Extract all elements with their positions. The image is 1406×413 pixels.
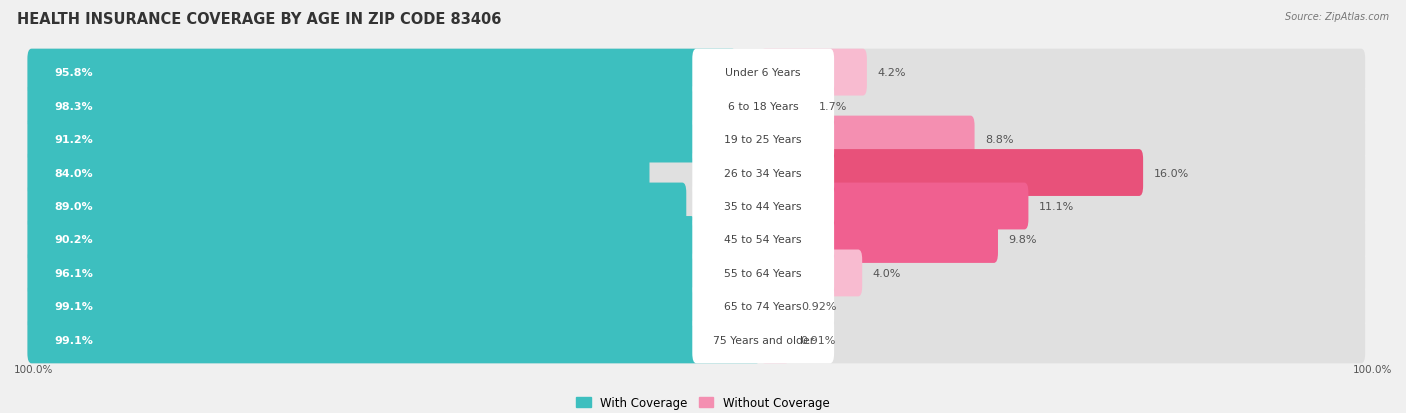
FancyBboxPatch shape [692,150,834,197]
Text: 26 to 34 Years: 26 to 34 Years [724,168,801,178]
FancyBboxPatch shape [28,116,1365,163]
FancyBboxPatch shape [28,150,650,197]
Text: 100.0%: 100.0% [1353,364,1392,374]
FancyBboxPatch shape [761,250,862,297]
Text: 19 to 25 Years: 19 to 25 Years [724,135,801,145]
Text: 65 to 74 Years: 65 to 74 Years [724,301,801,312]
FancyBboxPatch shape [28,250,738,297]
Text: 100.0%: 100.0% [14,364,53,374]
FancyBboxPatch shape [28,283,761,330]
FancyBboxPatch shape [28,83,755,130]
FancyBboxPatch shape [28,283,1365,330]
FancyBboxPatch shape [761,317,790,363]
FancyBboxPatch shape [28,183,1365,230]
FancyBboxPatch shape [28,50,1365,96]
FancyBboxPatch shape [28,116,703,163]
Text: 45 to 54 Years: 45 to 54 Years [724,235,801,245]
Text: 89.0%: 89.0% [55,202,93,211]
Text: 0.92%: 0.92% [801,301,837,312]
FancyBboxPatch shape [28,183,686,230]
FancyBboxPatch shape [692,183,834,230]
FancyBboxPatch shape [692,283,834,330]
FancyBboxPatch shape [28,216,695,263]
Text: 0.91%: 0.91% [800,335,837,345]
Text: 4.0%: 4.0% [873,268,901,278]
Text: 16.0%: 16.0% [1154,168,1189,178]
Text: 35 to 44 Years: 35 to 44 Years [724,202,801,211]
Text: 11.1%: 11.1% [1039,202,1074,211]
FancyBboxPatch shape [28,317,1365,363]
Text: 98.3%: 98.3% [55,101,93,112]
Text: 91.2%: 91.2% [55,135,93,145]
FancyBboxPatch shape [692,50,834,96]
Text: 95.8%: 95.8% [55,68,93,78]
Text: 99.1%: 99.1% [55,335,93,345]
Text: 96.1%: 96.1% [55,268,93,278]
FancyBboxPatch shape [28,83,1365,130]
Legend: With Coverage, Without Coverage: With Coverage, Without Coverage [572,392,834,413]
FancyBboxPatch shape [692,317,834,363]
FancyBboxPatch shape [28,250,1365,297]
FancyBboxPatch shape [692,250,834,297]
Text: HEALTH INSURANCE COVERAGE BY AGE IN ZIP CODE 83406: HEALTH INSURANCE COVERAGE BY AGE IN ZIP … [17,12,502,27]
Text: 9.8%: 9.8% [1008,235,1038,245]
Text: 84.0%: 84.0% [55,168,93,178]
FancyBboxPatch shape [28,317,761,363]
Text: Under 6 Years: Under 6 Years [725,68,801,78]
FancyBboxPatch shape [761,83,808,130]
Text: 90.2%: 90.2% [55,235,93,245]
FancyBboxPatch shape [761,283,790,330]
FancyBboxPatch shape [692,116,834,163]
Text: 1.7%: 1.7% [820,101,848,112]
Text: 4.2%: 4.2% [877,68,905,78]
FancyBboxPatch shape [761,150,1143,197]
Text: 8.8%: 8.8% [986,135,1014,145]
Text: 75 Years and older: 75 Years and older [713,335,814,345]
FancyBboxPatch shape [761,216,998,263]
FancyBboxPatch shape [692,83,834,130]
FancyBboxPatch shape [28,216,1365,263]
Text: 6 to 18 Years: 6 to 18 Years [728,101,799,112]
Text: Source: ZipAtlas.com: Source: ZipAtlas.com [1285,12,1389,22]
Text: 55 to 64 Years: 55 to 64 Years [724,268,801,278]
FancyBboxPatch shape [28,50,737,96]
FancyBboxPatch shape [28,150,1365,197]
Text: 99.1%: 99.1% [55,301,93,312]
FancyBboxPatch shape [761,50,868,96]
FancyBboxPatch shape [761,183,1028,230]
FancyBboxPatch shape [761,116,974,163]
FancyBboxPatch shape [692,216,834,263]
